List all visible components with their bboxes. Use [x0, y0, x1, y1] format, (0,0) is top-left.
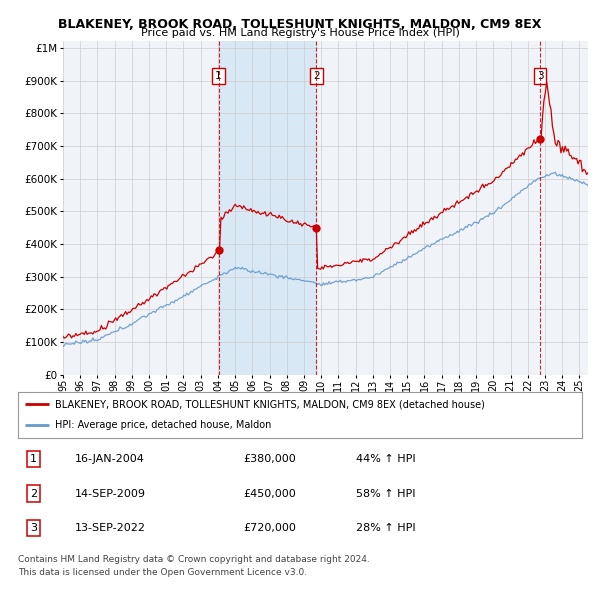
Text: 3: 3	[30, 523, 37, 533]
Text: 13-SEP-2022: 13-SEP-2022	[74, 523, 145, 533]
Text: £450,000: £450,000	[244, 489, 296, 499]
Text: This data is licensed under the Open Government Licence v3.0.: This data is licensed under the Open Gov…	[18, 568, 307, 576]
Text: 58% ↑ HPI: 58% ↑ HPI	[356, 489, 416, 499]
Text: 44% ↑ HPI: 44% ↑ HPI	[356, 454, 416, 464]
Text: HPI: Average price, detached house, Maldon: HPI: Average price, detached house, Mald…	[55, 420, 271, 430]
Text: 28% ↑ HPI: 28% ↑ HPI	[356, 523, 416, 533]
Text: £720,000: £720,000	[244, 523, 296, 533]
Text: 2: 2	[313, 71, 320, 81]
Text: 3: 3	[536, 71, 543, 81]
Text: Price paid vs. HM Land Registry's House Price Index (HPI): Price paid vs. HM Land Registry's House …	[140, 28, 460, 38]
Text: £380,000: £380,000	[244, 454, 296, 464]
Text: BLAKENEY, BROOK ROAD, TOLLESHUNT KNIGHTS, MALDON, CM9 8EX: BLAKENEY, BROOK ROAD, TOLLESHUNT KNIGHTS…	[58, 18, 542, 31]
Text: 1: 1	[215, 71, 222, 81]
Text: 14-SEP-2009: 14-SEP-2009	[74, 489, 145, 499]
Text: 2: 2	[30, 489, 37, 499]
Text: 16-JAN-2004: 16-JAN-2004	[74, 454, 144, 464]
Text: 1: 1	[30, 454, 37, 464]
Text: Contains HM Land Registry data © Crown copyright and database right 2024.: Contains HM Land Registry data © Crown c…	[18, 555, 370, 563]
Text: BLAKENEY, BROOK ROAD, TOLLESHUNT KNIGHTS, MALDON, CM9 8EX (detached house): BLAKENEY, BROOK ROAD, TOLLESHUNT KNIGHTS…	[55, 399, 485, 409]
Bar	[218, 41, 316, 375]
